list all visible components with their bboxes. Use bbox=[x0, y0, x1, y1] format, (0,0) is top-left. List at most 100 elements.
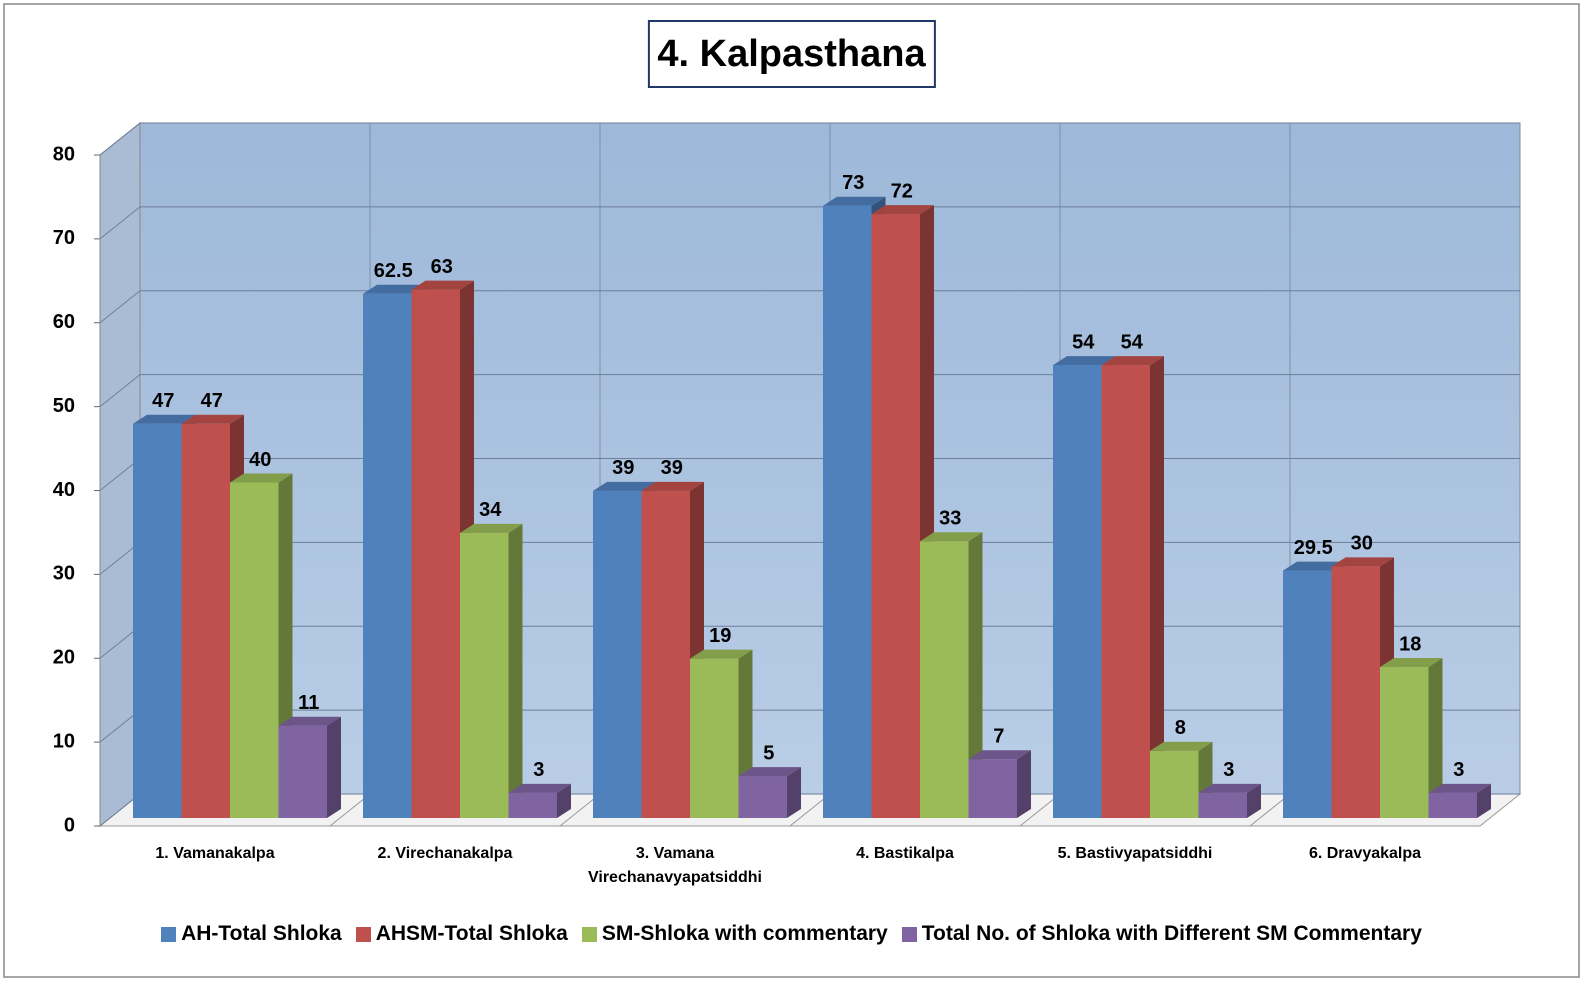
value-label: 72 bbox=[891, 180, 913, 202]
legend-label: SM-Shloka with commentary bbox=[601, 922, 888, 945]
bar-top bbox=[1380, 658, 1443, 668]
bar-top bbox=[823, 196, 886, 206]
bar-side bbox=[968, 532, 983, 818]
bar-top bbox=[968, 750, 1031, 760]
value-label: 8 bbox=[1175, 717, 1186, 739]
x-tick-label: 4. Bastikalpa bbox=[856, 845, 954, 862]
bar-front bbox=[920, 541, 969, 818]
bar-top bbox=[593, 481, 656, 491]
x-tick-label: 6. Dravyakalpa bbox=[1308, 845, 1422, 862]
bar bbox=[920, 532, 983, 818]
bar bbox=[968, 750, 1031, 818]
bar-top bbox=[738, 767, 801, 777]
bar-top bbox=[133, 414, 196, 424]
bar-front bbox=[593, 490, 642, 818]
bar-front bbox=[1101, 365, 1150, 818]
legend-label: AHSM-Total Shloka bbox=[375, 922, 568, 945]
bar-top bbox=[460, 523, 523, 533]
bar-top bbox=[1428, 783, 1491, 793]
legend-swatch bbox=[161, 926, 177, 942]
legend-swatch bbox=[355, 926, 371, 942]
value-label: 34 bbox=[479, 499, 502, 521]
legend: AH-Total Shloka AHSM-Total Shloka SM-Shlok… bbox=[0, 922, 1583, 946]
bar-front bbox=[1428, 792, 1477, 818]
bar-side bbox=[327, 716, 341, 818]
y-tick-label: 50 bbox=[53, 395, 75, 417]
legend-item: Total No. of Shloka with Different SM Co… bbox=[901, 922, 1422, 946]
bar-front bbox=[508, 792, 557, 818]
legend-item: AH-Total Shloka bbox=[161, 922, 342, 946]
y-tick-label: 0 bbox=[64, 814, 75, 836]
bar-front bbox=[1053, 365, 1102, 818]
bar-front bbox=[823, 205, 872, 818]
bar-top bbox=[1150, 741, 1213, 751]
bar-front bbox=[690, 658, 739, 818]
bar-front bbox=[968, 759, 1017, 818]
bar-top bbox=[278, 716, 341, 726]
bar-front bbox=[181, 423, 230, 818]
bar bbox=[738, 767, 801, 818]
value-label: 54 bbox=[1121, 331, 1144, 353]
bar-side bbox=[508, 523, 523, 818]
value-label: 3 bbox=[1223, 759, 1234, 781]
bar-side bbox=[1477, 783, 1491, 818]
legend-label: Total No. of Shloka with Different SM Co… bbox=[921, 922, 1422, 945]
legend-item: AHSM-Total Shloka bbox=[355, 922, 568, 946]
grid-line bbox=[99, 290, 1520, 324]
value-label: 73 bbox=[842, 172, 864, 194]
x-tick-label: 3. Vamana Virechanavyapatsiddhi bbox=[588, 845, 762, 886]
bar-side bbox=[1428, 658, 1443, 818]
bar-top bbox=[508, 783, 571, 793]
bar bbox=[508, 783, 571, 818]
value-label: 5 bbox=[763, 742, 774, 764]
bar bbox=[1101, 356, 1164, 818]
bar-front bbox=[641, 490, 690, 818]
bar-front bbox=[230, 482, 279, 818]
bar-front bbox=[1198, 792, 1247, 818]
bar-front bbox=[738, 776, 787, 818]
legend-swatch bbox=[581, 926, 597, 942]
y-tick-label: 40 bbox=[53, 479, 75, 501]
bar-top bbox=[1101, 356, 1164, 366]
bar-front bbox=[1331, 566, 1380, 818]
value-label: 18 bbox=[1399, 633, 1421, 655]
bar bbox=[1380, 658, 1443, 818]
value-label: 33 bbox=[939, 507, 961, 529]
value-label: 47 bbox=[201, 390, 223, 412]
y-tick-label: 70 bbox=[53, 227, 75, 249]
x-tick-label: 2. Virechanakalpa bbox=[377, 845, 513, 862]
bar bbox=[1428, 783, 1491, 818]
value-label: 39 bbox=[612, 457, 634, 479]
value-label: 29.5 bbox=[1294, 537, 1333, 559]
bar-top bbox=[411, 280, 474, 290]
frame bbox=[3, 3, 1580, 978]
value-label: 40 bbox=[249, 449, 271, 471]
bar-front bbox=[278, 725, 327, 818]
x-tick-label: 1. Vamanakalpa bbox=[155, 845, 275, 862]
grid-line bbox=[99, 206, 1520, 240]
bar bbox=[1198, 783, 1261, 818]
bar bbox=[460, 523, 523, 818]
value-label: 3 bbox=[1453, 759, 1464, 781]
value-label: 39 bbox=[661, 457, 683, 479]
bar-top bbox=[690, 649, 753, 659]
bar-top bbox=[1053, 356, 1116, 366]
bar-front bbox=[871, 214, 920, 819]
bar-front bbox=[1380, 667, 1429, 818]
y-tick-label: 20 bbox=[53, 647, 75, 669]
value-label: 7 bbox=[993, 726, 1004, 748]
bar-front bbox=[1283, 570, 1332, 818]
bar-front bbox=[363, 293, 412, 818]
x-tick-label: 5. Bastivyapatsiddhi bbox=[1057, 845, 1213, 862]
bar-top bbox=[920, 532, 983, 542]
bar-side bbox=[557, 783, 571, 818]
y-tick-label: 30 bbox=[53, 563, 75, 585]
legend-item: SM-Shloka with commentary bbox=[581, 922, 888, 946]
value-label: 30 bbox=[1351, 533, 1373, 555]
bar-top bbox=[1198, 783, 1261, 793]
bar-top bbox=[871, 205, 934, 215]
bar-front bbox=[133, 423, 182, 818]
y-tick-label: 10 bbox=[53, 730, 75, 752]
